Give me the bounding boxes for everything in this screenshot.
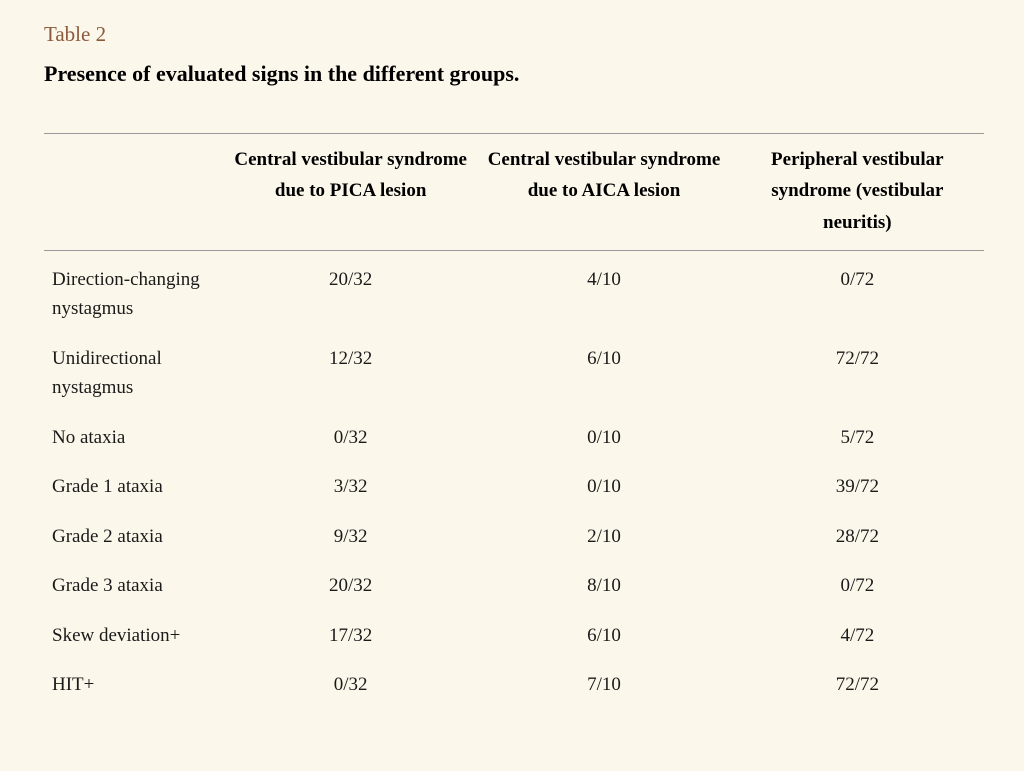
row-label: Grade 3 ataxia xyxy=(44,561,224,610)
row-label: Grade 1 ataxia xyxy=(44,462,224,511)
cell-value: 6/10 xyxy=(477,334,730,413)
cell-value: 0/10 xyxy=(477,413,730,462)
cell-value: 5/72 xyxy=(731,413,984,462)
cell-value: 6/10 xyxy=(477,611,730,660)
cell-value: 9/32 xyxy=(224,512,477,561)
cell-value: 0/32 xyxy=(224,413,477,462)
row-label: Direction-changing nystagmus xyxy=(44,251,224,334)
cell-value: 8/10 xyxy=(477,561,730,610)
column-header-empty xyxy=(44,134,224,251)
cell-value: 0/72 xyxy=(731,251,984,334)
cell-value: 39/72 xyxy=(731,462,984,511)
table-row: HIT+ 0/32 7/10 72/72 xyxy=(44,660,984,709)
table-label: Table 2 xyxy=(44,22,984,47)
cell-value: 17/32 xyxy=(224,611,477,660)
row-label: Unidirectional nystagmus xyxy=(44,334,224,413)
cell-value: 4/72 xyxy=(731,611,984,660)
cell-value: 0/10 xyxy=(477,462,730,511)
cell-value: 28/72 xyxy=(731,512,984,561)
table-row: Grade 2 ataxia 9/32 2/10 28/72 xyxy=(44,512,984,561)
table-header-row: Central vestibular syndrome due to PICA … xyxy=(44,134,984,251)
data-table: Central vestibular syndrome due to PICA … xyxy=(44,133,984,709)
cell-value: 0/32 xyxy=(224,660,477,709)
cell-value: 0/72 xyxy=(731,561,984,610)
table-row: Grade 3 ataxia 20/32 8/10 0/72 xyxy=(44,561,984,610)
row-label: HIT+ xyxy=(44,660,224,709)
table-row: No ataxia 0/32 0/10 5/72 xyxy=(44,413,984,462)
table-container: Table 2 Presence of evaluated signs in t… xyxy=(0,0,1024,729)
table-row: Skew deviation+ 17/32 6/10 4/72 xyxy=(44,611,984,660)
cell-value: 4/10 xyxy=(477,251,730,334)
table-row: Unidirectional nystagmus 12/32 6/10 72/7… xyxy=(44,334,984,413)
column-header-peripheral: Peripheral vestibular syndrome (vestibul… xyxy=(731,134,984,251)
table-row: Grade 1 ataxia 3/32 0/10 39/72 xyxy=(44,462,984,511)
row-label: No ataxia xyxy=(44,413,224,462)
cell-value: 12/32 xyxy=(224,334,477,413)
row-label: Grade 2 ataxia xyxy=(44,512,224,561)
column-header-pica: Central vestibular syndrome due to PICA … xyxy=(224,134,477,251)
cell-value: 7/10 xyxy=(477,660,730,709)
cell-value: 72/72 xyxy=(731,334,984,413)
cell-value: 2/10 xyxy=(477,512,730,561)
table-row: Direction-changing nystagmus 20/32 4/10 … xyxy=(44,251,984,334)
cell-value: 3/32 xyxy=(224,462,477,511)
cell-value: 20/32 xyxy=(224,251,477,334)
column-header-aica: Central vestibular syndrome due to AICA … xyxy=(477,134,730,251)
table-title: Presence of evaluated signs in the diffe… xyxy=(44,61,984,87)
cell-value: 20/32 xyxy=(224,561,477,610)
cell-value: 72/72 xyxy=(731,660,984,709)
row-label: Skew deviation+ xyxy=(44,611,224,660)
